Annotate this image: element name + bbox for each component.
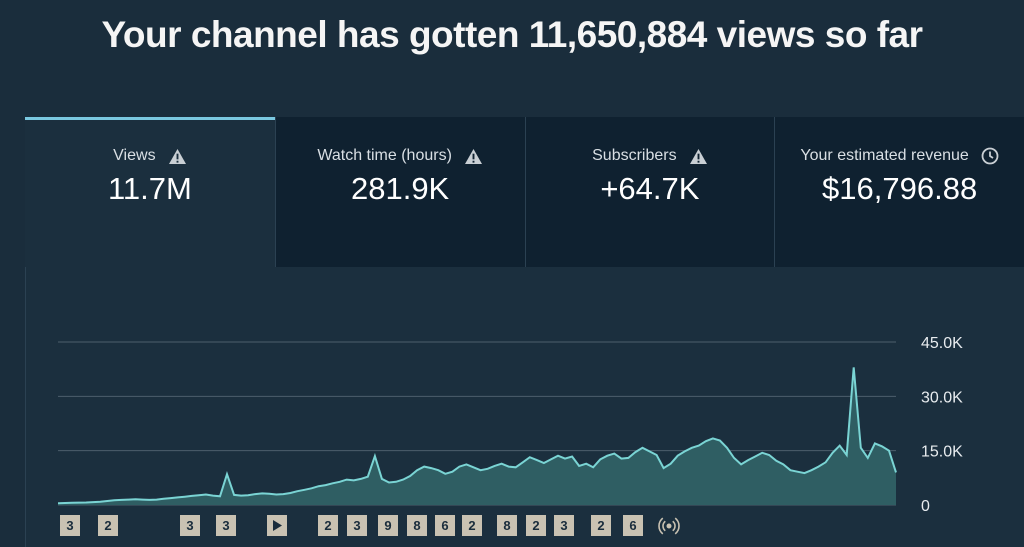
tab-label-row: Views xyxy=(113,147,186,165)
tab-views[interactable]: Views 11.7M xyxy=(25,117,275,267)
marker-label: 2 xyxy=(324,518,331,533)
tab-label: Your estimated revenue xyxy=(800,147,969,164)
live-icon[interactable] xyxy=(658,517,680,535)
marker-label: 3 xyxy=(560,518,567,533)
tab-subscribers[interactable]: Subscribers +64.7K xyxy=(524,117,775,267)
tab-watch-time[interactable]: Watch time (hours) 281.9K xyxy=(274,117,525,267)
tab-label: Watch time (hours) xyxy=(317,147,452,164)
tab-label: Subscribers xyxy=(592,147,677,164)
warning-icon[interactable] xyxy=(168,148,187,165)
views-line xyxy=(57,367,897,505)
views-area xyxy=(58,367,896,505)
video-marker[interactable]: 2 xyxy=(98,515,118,536)
marker-label: 6 xyxy=(629,518,636,533)
video-marker[interactable]: 3 xyxy=(180,515,200,536)
tab-label-row: Subscribers xyxy=(592,147,707,165)
marker-label: 6 xyxy=(441,518,448,533)
video-marker[interactable]: 8 xyxy=(407,515,427,536)
y-axis: 45.0K 30.0K 15.0K 0 xyxy=(921,335,963,515)
marker-label: 3 xyxy=(186,518,193,533)
marker-label: 2 xyxy=(104,518,111,533)
marker-label: 3 xyxy=(66,518,73,533)
tab-value: 11.7M xyxy=(107,171,192,206)
marker-label: 3 xyxy=(222,518,229,533)
video-marker[interactable]: 8 xyxy=(497,515,517,536)
tab-revenue[interactable]: Your estimated revenue $16,796.88 xyxy=(774,117,1024,267)
video-marker[interactable]: 2 xyxy=(462,515,482,536)
tab-value: +64.7K xyxy=(600,171,700,206)
page-title: Your channel has gotten 11,650,884 views… xyxy=(101,14,924,55)
marker-label: 8 xyxy=(413,518,420,533)
warning-icon[interactable] xyxy=(689,148,708,165)
y-tick-label: 45.0K xyxy=(921,335,963,352)
play-marker[interactable] xyxy=(267,515,287,536)
video-marker[interactable]: 2 xyxy=(526,515,546,536)
video-marker[interactable]: 9 xyxy=(378,515,398,536)
y-tick-label: 15.0K xyxy=(921,444,963,461)
video-marker[interactable]: 3 xyxy=(60,515,80,536)
tab-label: Views xyxy=(113,147,156,164)
marker-label: 2 xyxy=(532,518,539,533)
marker-label: 9 xyxy=(384,518,391,533)
video-marker[interactable]: 3 xyxy=(347,515,367,536)
video-marker[interactable]: 3 xyxy=(554,515,574,536)
video-marker[interactable]: 3 xyxy=(216,515,236,536)
views-chart: 45.0K 30.0K 15.0K 0 3 2 3 3 2 3 9 8 6 2 8 2 3 2 6 xyxy=(57,335,963,536)
marker-label: 2 xyxy=(597,518,604,533)
tab-value: 281.9K xyxy=(350,171,450,206)
tab-label-row: Your estimated revenue xyxy=(800,147,999,165)
video-marker[interactable]: 6 xyxy=(435,515,455,536)
marker-label: 2 xyxy=(468,518,475,533)
marker-label: 3 xyxy=(353,518,360,533)
warning-icon[interactable] xyxy=(464,148,483,165)
y-tick-label: 0 xyxy=(921,498,930,515)
video-markers: 3 2 3 3 2 3 9 8 6 2 8 2 3 2 6 xyxy=(60,515,680,536)
video-marker[interactable]: 2 xyxy=(318,515,338,536)
tab-label-row: Watch time (hours) xyxy=(317,147,483,165)
metric-tabs: Views 11.7M Watch time (hours) 281.9K Su… xyxy=(25,117,1024,267)
video-marker[interactable]: 2 xyxy=(591,515,611,536)
marker-label: 8 xyxy=(503,518,510,533)
video-marker[interactable]: 6 xyxy=(623,515,643,536)
clock-icon[interactable] xyxy=(981,147,999,165)
tab-value: $16,796.88 xyxy=(822,171,978,206)
y-tick-label: 30.0K xyxy=(921,389,963,406)
